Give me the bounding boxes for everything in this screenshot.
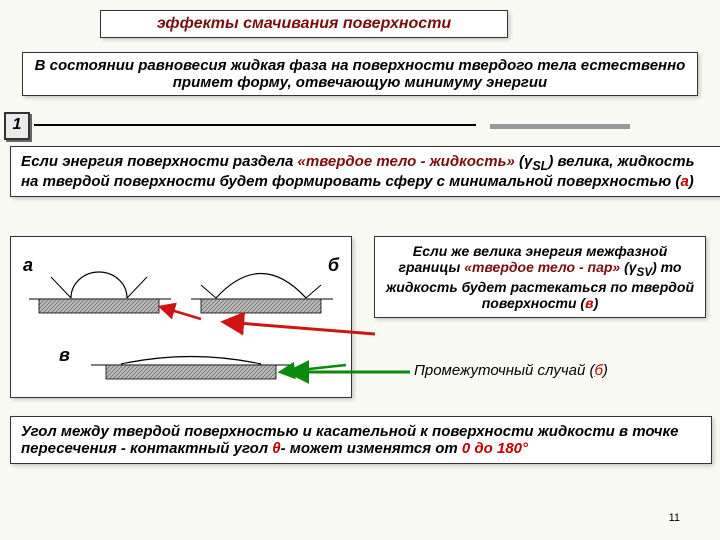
paragraph-3: Промежуточный случай (б)	[414, 362, 608, 379]
p3-t3: б	[594, 362, 602, 379]
label-b: б	[328, 255, 339, 276]
p2-t7: )	[594, 295, 599, 311]
p4-t3: - может изменятся от	[281, 440, 462, 457]
wetting-diagram: а б в	[10, 236, 352, 398]
paragraph-2: Если же велика энергия межфазной границы…	[374, 236, 706, 318]
divider-line-thick	[490, 124, 630, 129]
p1-t7: )	[689, 173, 694, 190]
p1-t6: а	[680, 173, 688, 190]
label-v: в	[59, 345, 70, 366]
p4-t2: θ	[272, 440, 280, 457]
p1-t1: Если энергия поверхности раздела	[21, 153, 298, 170]
p1-t4: SL	[532, 159, 548, 173]
p1-t3: (γ	[515, 153, 533, 170]
p4-t4: 0 до 180°	[462, 440, 528, 457]
paragraph-1: Если энергия поверхности раздела «твердо…	[10, 146, 720, 197]
p1-t2: «твердое тело - жидкость»	[298, 153, 515, 170]
p2-t2: «твердое тело - пар»	[464, 259, 620, 275]
page-number: 11	[669, 512, 680, 524]
p3-t4: )	[603, 362, 608, 379]
page-title: эффекты смачивания поверхности	[100, 10, 508, 38]
p3-t1: Промежуточный случай	[414, 362, 589, 379]
p2-t6: в	[585, 295, 593, 311]
p2-t4: SV	[637, 266, 653, 279]
label-a: а	[23, 255, 33, 276]
section-number: 1	[4, 112, 30, 140]
intro-text: В состоянии равновесия жидкая фаза на по…	[22, 52, 698, 96]
p2-t3: (γ	[620, 259, 636, 275]
divider-line	[34, 124, 476, 126]
diagram-svg	[11, 237, 351, 397]
paragraph-4: Угол между твердой поверхностью и касате…	[10, 416, 712, 464]
